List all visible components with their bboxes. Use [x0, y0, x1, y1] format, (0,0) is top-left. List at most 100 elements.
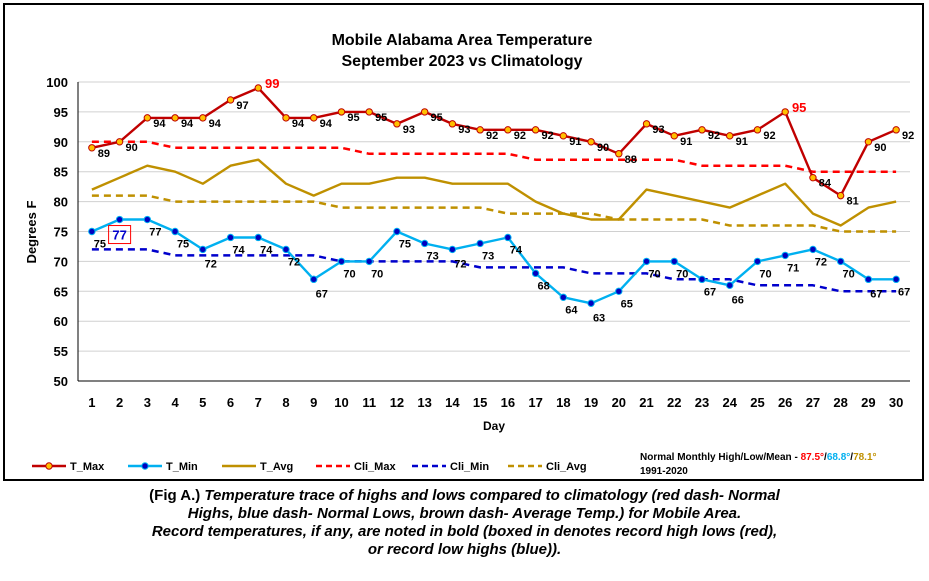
- x-tick-label: 10: [334, 395, 348, 410]
- t-min-point: [420, 239, 429, 248]
- max-data-label: 81: [847, 196, 859, 208]
- max-data-label: 91: [680, 136, 692, 148]
- x-axis-label: Day: [483, 419, 505, 433]
- t-max-point: [504, 126, 512, 134]
- series-line-t-max: [91, 86, 897, 197]
- legend-label: T_Min: [166, 461, 198, 473]
- max-data-label: 84: [819, 178, 832, 190]
- min-data-label: 68: [537, 280, 549, 292]
- t-min-point: [337, 257, 346, 266]
- min-data-label: 73: [482, 250, 494, 262]
- chart: Mobile Alabama Area Temperature Septembe…: [24, 32, 914, 477]
- x-tick-label: 4: [171, 395, 179, 410]
- y-tick-label: 60: [54, 314, 68, 329]
- max-data-label: 92: [541, 130, 553, 142]
- t-max-point: [171, 114, 179, 122]
- t-min-point: [226, 233, 235, 242]
- series-layer: [88, 84, 900, 307]
- x-tick-label: 23: [695, 395, 709, 410]
- min-data-label: 67: [704, 286, 716, 298]
- normal-high: 87.5°: [801, 452, 824, 463]
- min-data-label: 73: [427, 250, 439, 262]
- x-tick-label: 12: [390, 395, 404, 410]
- min-data-label: 74: [510, 244, 523, 256]
- x-tick-label: 28: [833, 395, 847, 410]
- t-min-point: [310, 275, 318, 284]
- t-max-point: [88, 144, 96, 152]
- t-min-point: [531, 269, 540, 278]
- y-tick-label: 50: [54, 374, 68, 389]
- y-tick-label: 80: [54, 195, 68, 210]
- series-line-t-min: [91, 218, 897, 305]
- t-min-point: [143, 215, 152, 224]
- t-max-point: [199, 114, 207, 122]
- max-data-label: 92: [902, 130, 914, 142]
- t-min-point: [809, 245, 817, 254]
- legend-label: Cli_Min: [450, 461, 489, 473]
- t-max-point: [587, 138, 595, 146]
- x-tick-label: 15: [473, 395, 487, 410]
- max-data-label: 92: [763, 130, 775, 142]
- max-data-label: 89: [98, 148, 110, 160]
- t-max-point: [393, 120, 401, 128]
- max-data-label: 94: [181, 118, 194, 130]
- t-min-point: [670, 257, 678, 266]
- min-data-label: 75: [399, 239, 411, 251]
- x-tick-label: 21: [639, 395, 653, 410]
- x-tick-label: 5: [199, 395, 206, 410]
- x-tick-label: 14: [445, 395, 460, 410]
- max-data-label: 90: [597, 142, 609, 154]
- t-min-point: [254, 233, 262, 242]
- x-tick-label: 25: [750, 395, 764, 410]
- t-max-point: [615, 150, 623, 158]
- min-data-label: 70: [371, 268, 383, 280]
- y-tick-label: 100: [46, 75, 68, 90]
- max-data-label: 97: [236, 100, 248, 112]
- t-max-point: [254, 84, 262, 92]
- t-min-point: [615, 287, 623, 295]
- max-data-label: 94: [153, 118, 166, 130]
- series-line-cli-max: [91, 140, 897, 173]
- x-tick-label: 7: [255, 395, 262, 410]
- x-tick-label: 3: [144, 395, 151, 410]
- t-max-point: [282, 114, 290, 122]
- max-data-label: 94: [209, 118, 222, 130]
- max-data-label: 90: [125, 142, 137, 154]
- t-max-point: [753, 126, 762, 134]
- normal-mean: 78.1°: [853, 452, 876, 463]
- normals-annotation: Normal Monthly High/Low/Mean - 87.5°/68.…: [640, 452, 877, 463]
- t-min-point: [864, 275, 873, 284]
- x-tick-label: 20: [612, 395, 626, 410]
- t-min-point: [476, 239, 484, 248]
- min-data-label: 70: [843, 268, 855, 280]
- x-tick-label: 30: [889, 395, 903, 410]
- legend-label: T_Max: [70, 461, 105, 473]
- x-tick-label: 9: [310, 395, 317, 410]
- max-data-label: 95: [431, 112, 443, 124]
- x-tick-label: 26: [778, 395, 792, 410]
- max-data-label: 94: [320, 118, 333, 130]
- t-min-point: [892, 275, 900, 284]
- caption-fig: (Fig A.): [149, 487, 201, 504]
- y-axis-label: Degrees F: [24, 201, 39, 264]
- series-line-cli-avg: [91, 194, 897, 233]
- t-max-point: [365, 108, 373, 116]
- t-max-point: [143, 114, 152, 122]
- y-tick-label: 90: [54, 135, 68, 150]
- legend-label: Cli_Avg: [546, 461, 587, 473]
- max-data-label: 88: [625, 154, 637, 166]
- max-data-label: 91: [569, 136, 581, 148]
- t-min-point: [587, 299, 595, 307]
- caption-line1: Temperature trace of highs and lows comp…: [200, 487, 780, 504]
- x-tick-label: 11: [362, 395, 376, 410]
- max-data-label: 93: [403, 124, 415, 136]
- t-max-point: [559, 132, 568, 140]
- t-max-point: [531, 126, 540, 134]
- t-min-point: [282, 245, 290, 254]
- t-min-point: [504, 233, 512, 242]
- t-min-point: [642, 257, 651, 266]
- t-min-point: [365, 257, 373, 266]
- min-data-label: 75: [177, 239, 189, 251]
- caption-line4: or record low highs (blue)).: [367, 541, 562, 558]
- x-tick-label: 19: [584, 395, 598, 410]
